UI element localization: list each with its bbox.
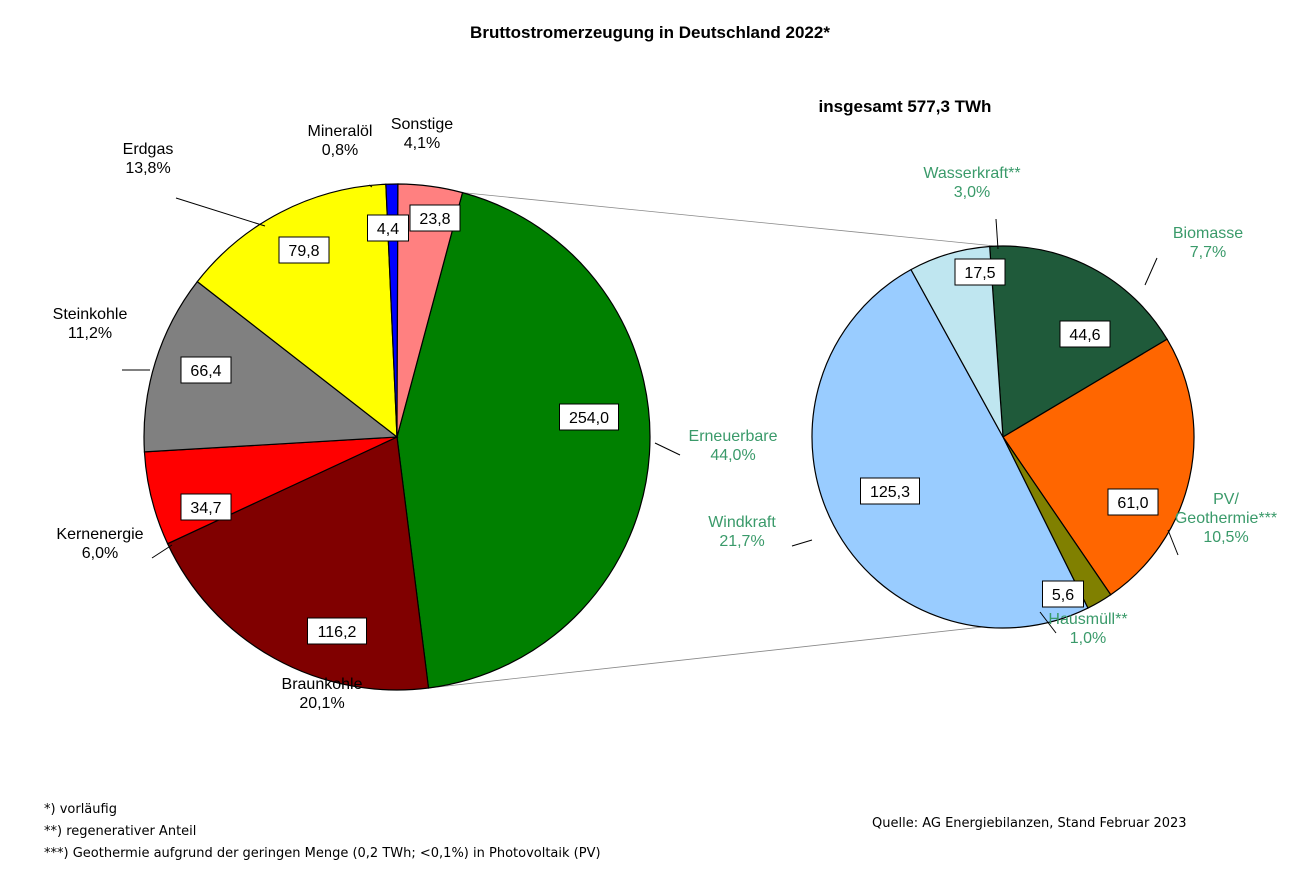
category-label-erdgas: Erdgas 13,8% bbox=[123, 141, 174, 177]
value-box-pv-geothermie bbox=[1107, 488, 1159, 516]
value-label-windkraft: 125,3 bbox=[870, 484, 910, 501]
value-label-pv-geothermie: 61,0 bbox=[1117, 495, 1148, 512]
value-label-erdgas: 79,8 bbox=[288, 243, 319, 260]
value-box-wasserkraft bbox=[954, 258, 1006, 286]
chart-title: Bruttostromerzeugung in Deutschland 2022… bbox=[470, 23, 830, 42]
value-label-hausmüll: 5,6 bbox=[1052, 587, 1074, 604]
leader-line-windkraft bbox=[791, 539, 813, 547]
leader-line-pv-geothermie bbox=[1167, 529, 1179, 556]
slice-wasserkraft bbox=[910, 245, 1004, 438]
value-box-sonstige bbox=[409, 204, 461, 232]
category-label-braunkohle: Braunkohle 20,1% bbox=[282, 676, 363, 712]
category-label-kernenergie: Kernenergie 6,0% bbox=[56, 526, 143, 562]
value-labels: 254,0 116,2 34,7 66,4 79,8 4,4 23,8 44,6 61,0 5,6… bbox=[180, 204, 1159, 645]
category-label-windkraft: Windkraft 21,7% bbox=[708, 514, 776, 550]
leader-line-hausmüll bbox=[1039, 611, 1057, 634]
category-label-hausmüll: Hausmüll** 1,0% bbox=[1048, 611, 1127, 647]
value-label-kernenergie: 34,7 bbox=[190, 500, 221, 517]
slice-windkraft bbox=[811, 268, 1089, 629]
chart-subtitle: insgesamt 577,3 TWh bbox=[819, 97, 992, 116]
footnote-regenerativ: **) regenerativer Anteil bbox=[44, 824, 197, 839]
leader-line-kernenergie bbox=[151, 544, 173, 559]
connector-lines bbox=[428, 192, 997, 689]
main-pie bbox=[143, 183, 651, 691]
leader-line-erdgas bbox=[175, 197, 266, 227]
slice-steinkohle bbox=[143, 280, 399, 453]
value-box-kernenergie bbox=[180, 493, 232, 521]
value-label-mineralöl: 4,4 bbox=[377, 221, 399, 238]
slice-erdgas bbox=[196, 183, 398, 439]
category-labels: Erneuerbare 44,0% Braunkohle 20,1% Kernenerg… bbox=[53, 116, 1278, 712]
category-label-erneuerbare: Erneuerbare 44,0% bbox=[689, 428, 778, 464]
value-label-erneuerbare: 254,0 bbox=[569, 410, 609, 427]
value-label-wasserkraft: 17,5 bbox=[964, 265, 995, 282]
leader-line-mineralöl bbox=[368, 184, 373, 188]
connector-bottom bbox=[428, 626, 984, 689]
category-label-steinkohle: Steinkohle 11,2% bbox=[53, 306, 128, 342]
connector-top bbox=[462, 192, 997, 247]
value-label-biomasse: 44,6 bbox=[1069, 327, 1100, 344]
leader-line-erneuerbare bbox=[654, 442, 681, 456]
category-label-wasserkraft: Wasserkraft** 3,0% bbox=[923, 165, 1020, 201]
category-label-mineralöl: Mineralöl 0,8% bbox=[308, 123, 373, 159]
footnote-geothermie: ***) Geothermie aufgrund der geringen Me… bbox=[44, 846, 601, 861]
value-box-hausmüll bbox=[1042, 580, 1084, 608]
value-box-mineralöl bbox=[367, 214, 409, 242]
leader-line-wasserkraft bbox=[995, 218, 999, 250]
value-box-biomasse bbox=[1059, 320, 1111, 348]
value-label-braunkohle: 116,2 bbox=[318, 624, 357, 641]
category-label-biomasse: Biomasse 7,7% bbox=[1173, 225, 1243, 261]
leader-line-biomasse bbox=[1144, 257, 1158, 286]
slice-sonstige bbox=[396, 183, 464, 438]
value-box-steinkohle bbox=[180, 356, 232, 384]
source-note: Quelle: AG Energiebilanzen, Stand Februa… bbox=[872, 816, 1187, 831]
category-label-pv-geothermie: PV/Geothermie*** 10,5% bbox=[1175, 491, 1277, 546]
value-label-sonstige: 23,8 bbox=[419, 211, 450, 228]
leader-lines bbox=[122, 184, 1179, 634]
category-label-sonstige: Sonstige 4,1% bbox=[391, 116, 453, 152]
value-box-windkraft bbox=[860, 477, 920, 505]
slice-pv-geothermie bbox=[1002, 338, 1195, 596]
footnote-vorlaeufig: *) vorläufig bbox=[44, 802, 117, 817]
renewables-pie bbox=[811, 245, 1195, 629]
slice-erneuerbare bbox=[396, 191, 651, 689]
value-box-braunkohle bbox=[307, 617, 367, 645]
value-box-erneuerbare bbox=[559, 403, 619, 431]
value-label-steinkohle: 66,4 bbox=[190, 363, 221, 380]
value-box-erdgas bbox=[278, 236, 330, 264]
